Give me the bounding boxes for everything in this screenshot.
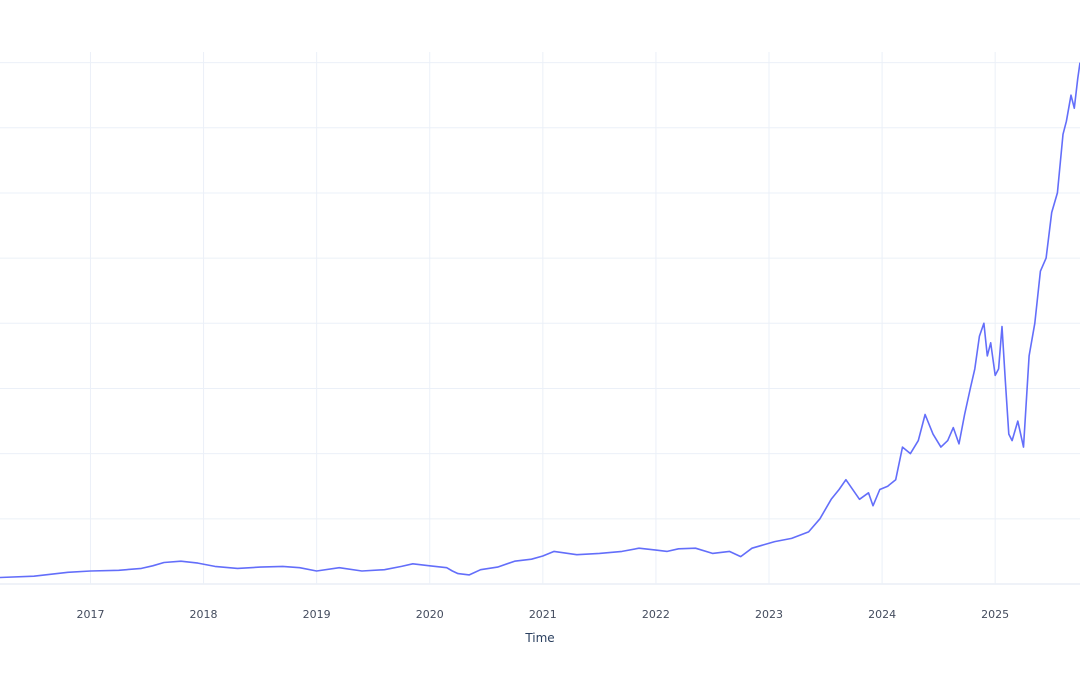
series-line — [0, 62, 1080, 579]
x-tick-label: 2023 — [755, 608, 783, 621]
x-tick-label: 2025 — [981, 608, 1009, 621]
x-tick-label: 2020 — [416, 608, 444, 621]
x-tick-label: 2019 — [303, 608, 331, 621]
x-tick-labels: 2017 2018 2019 2020 2021 2022 2023 2024 2025 — [76, 608, 1009, 621]
x-tick-label: 2024 — [868, 608, 896, 621]
x-tick-label: 2022 — [642, 608, 670, 621]
series-layer — [0, 62, 1080, 579]
x-tick-label: 2017 — [76, 608, 104, 621]
x-axis-title: Time — [524, 631, 554, 645]
x-tick-label: 2018 — [190, 608, 218, 621]
x-tick-label: 2021 — [529, 608, 557, 621]
grid-layer — [0, 52, 1080, 585]
